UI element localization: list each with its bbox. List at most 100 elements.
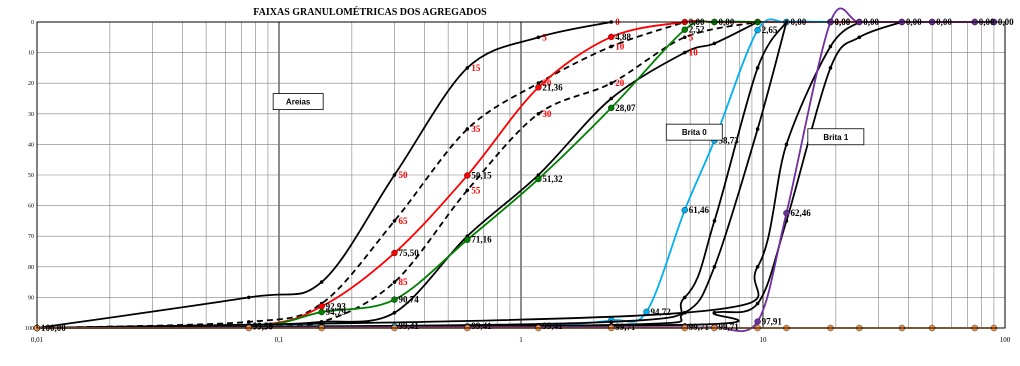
x-tick-label: 0,1 (275, 336, 284, 344)
series-vertex (828, 44, 833, 49)
series-vertex (465, 188, 470, 193)
series-vertex (682, 35, 687, 40)
y-tick-label: 90 (28, 295, 34, 301)
series-vertex (392, 173, 397, 177)
annotation-label: Brita 0 (682, 128, 707, 137)
series-line-8 (36, 21, 788, 329)
data-label: 2,65 (762, 25, 778, 35)
data-label: 30 (542, 109, 552, 119)
data-label: 35 (471, 124, 481, 134)
series-vertex (536, 81, 541, 85)
data-label: 50 (398, 170, 408, 180)
annotation-boxes: Areias Brita 0 Brita 1 (272, 93, 865, 146)
series-vertex (682, 310, 687, 315)
series-vertex (536, 112, 541, 116)
data-label: 0,00 (998, 17, 1014, 27)
series-vertex (857, 35, 862, 40)
series-vertex (609, 320, 614, 324)
data-label: 20 (542, 78, 552, 88)
data-label: 50,15 (471, 170, 492, 180)
series-vertex (755, 66, 760, 70)
series-vertex (609, 96, 614, 101)
series-line-0 (36, 21, 612, 329)
y-tick-label: 40 (28, 142, 34, 148)
data-label: 75,50 (398, 248, 419, 258)
series-vertex (682, 50, 687, 55)
series-vertex (784, 142, 789, 147)
series-vertex (392, 219, 397, 223)
data-label: 10 (615, 41, 625, 51)
data-label: 99,50 (253, 321, 274, 331)
data-label: 38,73 (718, 136, 739, 146)
data-label: 90,74 (398, 295, 419, 305)
data-label: 92,93 (326, 301, 347, 311)
x-tick-label: 100 (1000, 336, 1011, 344)
y-tick-label: 10 (28, 51, 34, 57)
data-label: 5 (689, 32, 694, 42)
series-point (608, 33, 615, 41)
data-label: 20 (615, 78, 625, 88)
series-vertex (712, 310, 717, 315)
series-vertex (536, 173, 541, 177)
annotation-box (272, 93, 324, 110)
data-label: 99,41 (398, 321, 419, 331)
data-label: 51,32 (542, 174, 563, 184)
series-vertex (465, 66, 470, 70)
axes: 0 10 20 30 40 50 60 70 80 90 100 0,01 0,1 1 10 100 (25, 20, 1011, 344)
series-vertex (828, 66, 833, 70)
series-vertex (712, 41, 717, 46)
series-point (464, 236, 471, 243)
y-tick-label: 20 (28, 81, 34, 87)
data-label: 10 (689, 48, 699, 58)
data-label: 71,16 (471, 235, 492, 245)
data-label: 5 (542, 32, 547, 42)
data-label: 15 (471, 63, 481, 73)
grid-lines (36, 21, 1005, 329)
data-label: 61,46 (689, 205, 710, 215)
chart-title: FAIXAS GRANULOMÉTRICAS DOS AGREGADOS (253, 6, 487, 18)
x-tick-label: 1 (519, 336, 523, 344)
series-point (464, 172, 471, 179)
series-vertex (392, 310, 397, 315)
data-label: 65 (398, 216, 408, 226)
y-tick-label: 100 (25, 326, 34, 332)
series-point (535, 84, 542, 91)
series-line-9 (36, 21, 860, 329)
series-group (33, 7, 998, 333)
annotation-label: Areias (286, 98, 311, 107)
series-point (391, 296, 398, 303)
series-point (754, 26, 761, 34)
series-vertex (246, 295, 251, 300)
data-label: 99,71 (689, 322, 710, 332)
data-label: 97,91 (762, 317, 783, 327)
series-point (681, 206, 688, 214)
data-label: 21,36 (542, 82, 563, 92)
series-vertex (755, 265, 760, 269)
data-label: 55 (471, 185, 481, 195)
y-tick-label: 80 (28, 265, 34, 271)
series-vertex (246, 320, 251, 324)
data-label: 2,52 (689, 25, 705, 35)
series-point (608, 104, 615, 112)
series-vertex (536, 35, 541, 40)
series-point (754, 318, 761, 325)
annotation-label: Brita 1 (823, 133, 848, 142)
series-point (643, 308, 650, 316)
series-vertex (609, 81, 614, 85)
series-vertex (712, 219, 717, 223)
series-vertex (682, 295, 687, 300)
series-point (535, 175, 542, 183)
data-label: 4,88 (615, 32, 631, 42)
series-point (783, 209, 790, 217)
data-label: 94,72 (650, 307, 671, 317)
x-tick-label: 0,01 (31, 336, 44, 344)
series-line-1 (36, 21, 686, 329)
series-vertex (755, 301, 760, 306)
y-tick-label: 0 (31, 20, 34, 26)
data-label: 85 (398, 277, 408, 287)
y-tick-label: 60 (28, 204, 34, 210)
data-label: 28,07 (615, 103, 636, 113)
series-point (318, 303, 325, 310)
